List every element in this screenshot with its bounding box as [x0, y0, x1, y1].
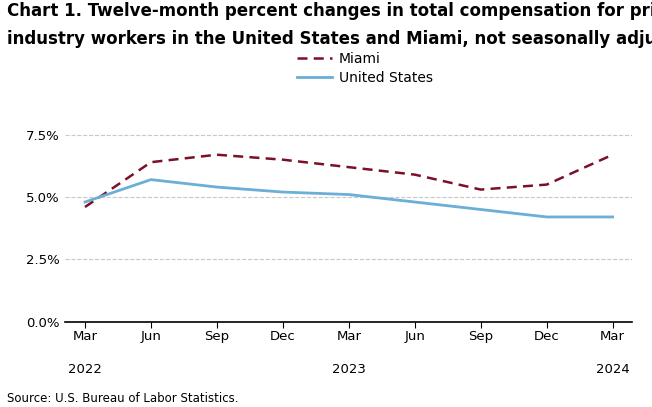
United States	[279, 190, 287, 195]
United States	[213, 185, 221, 190]
Text: industry workers in the United States and Miami, not seasonally adjusted: industry workers in the United States an…	[7, 30, 652, 48]
Legend: Miami, United States: Miami, United States	[291, 47, 439, 90]
United States	[609, 214, 617, 219]
Miami	[81, 205, 89, 210]
Miami	[147, 160, 155, 164]
Miami	[213, 152, 221, 157]
Miami	[411, 172, 419, 177]
Text: 2024: 2024	[596, 363, 630, 376]
Miami	[345, 165, 353, 170]
Text: 2023: 2023	[332, 363, 366, 376]
Line: Miami: Miami	[85, 155, 613, 207]
United States	[345, 192, 353, 197]
United States	[81, 199, 89, 204]
United States	[147, 177, 155, 182]
Miami	[609, 152, 617, 157]
Text: Source: U.S. Bureau of Labor Statistics.: Source: U.S. Bureau of Labor Statistics.	[7, 392, 238, 405]
Line: United States: United States	[85, 179, 613, 217]
Miami	[279, 157, 287, 162]
United States	[542, 214, 550, 219]
Text: 2022: 2022	[68, 363, 102, 376]
Text: Chart 1. Twelve-month percent changes in total compensation for private: Chart 1. Twelve-month percent changes in…	[7, 2, 652, 20]
Miami	[477, 187, 484, 192]
United States	[477, 207, 484, 212]
United States	[411, 199, 419, 204]
Miami	[542, 182, 550, 187]
